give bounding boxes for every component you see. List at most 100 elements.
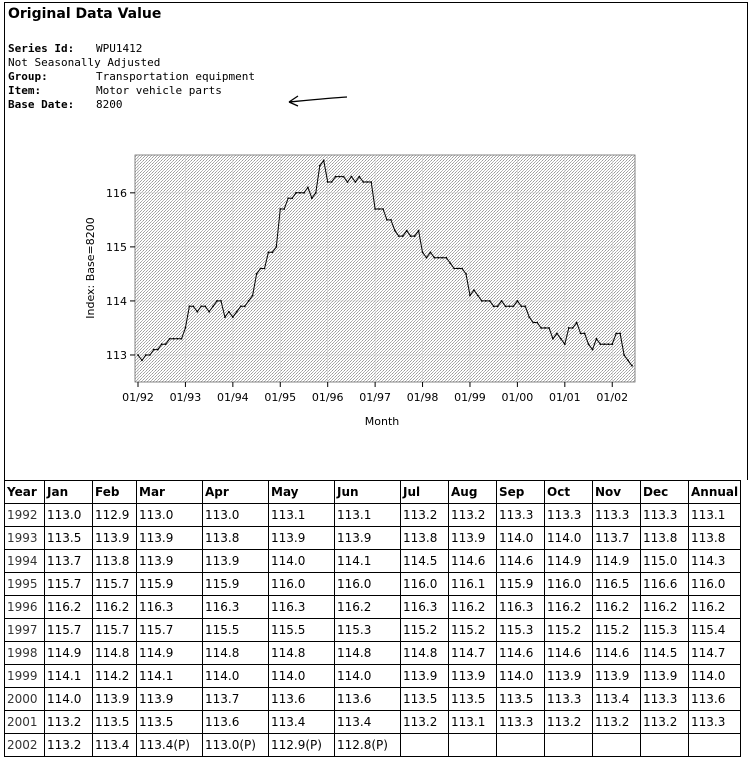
data-point <box>623 354 625 356</box>
data-point <box>251 294 254 297</box>
data-point <box>453 267 456 270</box>
value-cell: 116.2 <box>592 595 641 619</box>
data-point <box>342 175 345 178</box>
value-cell: 113.4 <box>92 733 137 757</box>
value-cell: 114.8 <box>334 641 401 665</box>
table-header-row: Year Jan Feb Mar Apr May Jun Jul Aug Sep Oct Nov Dec… <box>4 480 742 504</box>
value-cell: 113.5 <box>448 687 497 711</box>
value-cell: 113.2 <box>544 710 593 734</box>
value-cell: 115.2 <box>592 618 641 642</box>
series-id-row: Series Id: WPU1412 <box>8 42 255 56</box>
data-point <box>204 305 207 308</box>
data-point <box>437 256 440 259</box>
value-cell: 112.8(P) <box>334 733 401 757</box>
value-cell: 115.2 <box>448 618 497 642</box>
data-point <box>283 208 286 210</box>
data-point <box>571 327 574 329</box>
value-cell <box>400 733 449 757</box>
value-cell: 113.9 <box>448 664 497 688</box>
value-cell: 116.2 <box>92 595 137 619</box>
value-cell: 115.0 <box>640 549 689 573</box>
value-cell: 114.0 <box>268 664 335 688</box>
data-point <box>145 354 147 356</box>
data-point <box>255 273 258 275</box>
value-cell: 113.2 <box>640 710 689 734</box>
data-point <box>567 327 570 329</box>
value-cell <box>640 733 689 757</box>
value-cell: 116.0 <box>687 572 742 596</box>
x-tick-label: 01/93 <box>170 391 202 404</box>
data-point <box>457 267 460 270</box>
data-point <box>231 316 234 319</box>
data-point <box>346 181 349 183</box>
year-cell: 2002 <box>4 733 45 757</box>
y-tick-label: 116 <box>106 187 127 200</box>
value-cell: 114.6 <box>496 549 545 573</box>
data-point <box>362 181 365 183</box>
data-point <box>492 305 495 308</box>
value-cell: 114.6 <box>544 641 593 665</box>
value-cell: 113.4 <box>592 687 641 711</box>
data-point <box>382 208 384 210</box>
data-point <box>449 262 452 264</box>
table-row: 1996 116.2 116.2 116.3 116.3 116.3 116.2 116.3 1… <box>4 595 742 619</box>
data-point <box>330 181 333 183</box>
value-cell: 114.7 <box>448 641 497 665</box>
data-point <box>559 337 562 340</box>
data-point <box>271 251 274 254</box>
value-cell: 113.6 <box>268 687 335 711</box>
data-point <box>287 197 290 200</box>
value-cell: 115.9 <box>496 572 545 596</box>
data-point <box>196 310 199 313</box>
data-point <box>137 354 139 356</box>
data-point <box>156 348 159 351</box>
table-row: 1998 114.9 114.8 114.9 114.8 114.8 114.8 114.8 1… <box>4 641 742 665</box>
data-point <box>563 343 566 346</box>
data-point <box>603 343 606 346</box>
value-cell: 113.3 <box>544 687 593 711</box>
value-cell: 114.6 <box>592 641 641 665</box>
data-point <box>180 337 183 340</box>
value-cell: 113.2 <box>44 733 93 757</box>
data-point <box>318 164 321 167</box>
column-header: May <box>268 480 335 504</box>
value-cell: 115.9 <box>136 572 203 596</box>
value-cell: 115.7 <box>92 572 137 596</box>
data-point <box>607 343 610 346</box>
x-tick-label: 01/94 <box>217 391 249 404</box>
value-cell: 113.2 <box>44 710 93 734</box>
value-cell: 114.8 <box>92 641 137 665</box>
value-cell: 116.0 <box>334 572 401 596</box>
value-cell: 113.1 <box>687 503 742 527</box>
data-point <box>627 359 629 362</box>
value-cell: 113.7 <box>44 549 93 573</box>
series-metadata: Series Id: WPU1412 Not Seasonally Adjust… <box>8 42 255 112</box>
data-table: Year Jan Feb Mar Apr May Jun Jul Aug Sep Oct Nov Dec… <box>4 480 742 757</box>
value-cell: 113.3 <box>544 503 593 527</box>
data-point <box>386 218 388 221</box>
value-cell: 113.0 <box>136 503 203 527</box>
data-point <box>528 316 531 319</box>
year-cell: 1993 <box>4 526 45 550</box>
data-point <box>401 235 404 237</box>
data-point <box>160 343 163 346</box>
data-point <box>152 348 155 351</box>
data-point <box>504 305 507 308</box>
data-point <box>247 300 250 302</box>
data-point <box>366 181 369 183</box>
value-cell: 113.5 <box>496 687 545 711</box>
year-cell: 1998 <box>4 641 45 665</box>
value-cell: 114.0 <box>496 664 545 688</box>
data-point <box>512 305 515 308</box>
column-header: Mar <box>136 480 203 504</box>
item-label: Item: <box>8 84 42 97</box>
value-cell: 116.2 <box>640 595 689 619</box>
value-cell: 114.1 <box>44 664 93 688</box>
adjustment-row: Not Seasonally Adjusted <box>8 56 255 70</box>
value-cell: 113.3 <box>496 503 545 527</box>
value-cell: 113.9 <box>592 664 641 688</box>
value-cell: 113.9 <box>334 526 401 550</box>
group-row: Group: Transportation equipment <box>8 70 255 84</box>
y-axis-label: Index: Base=8200 <box>84 217 97 318</box>
x-tick-label: 01/92 <box>122 391 154 404</box>
